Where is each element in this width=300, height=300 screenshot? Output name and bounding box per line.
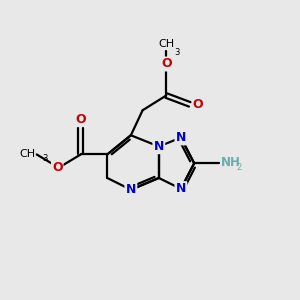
Text: N: N: [126, 183, 136, 196]
Text: N: N: [176, 131, 186, 144]
Text: O: O: [76, 112, 86, 126]
Text: O: O: [52, 161, 63, 174]
Text: N: N: [176, 182, 186, 195]
Text: O: O: [193, 98, 203, 111]
Text: 3: 3: [174, 48, 180, 57]
Text: N: N: [154, 140, 164, 153]
Text: NH: NH: [221, 156, 241, 169]
Text: O: O: [161, 58, 172, 70]
Text: 2: 2: [236, 163, 242, 172]
Text: 3: 3: [42, 154, 47, 163]
Text: CH: CH: [158, 39, 174, 49]
Text: CH: CH: [19, 149, 35, 159]
